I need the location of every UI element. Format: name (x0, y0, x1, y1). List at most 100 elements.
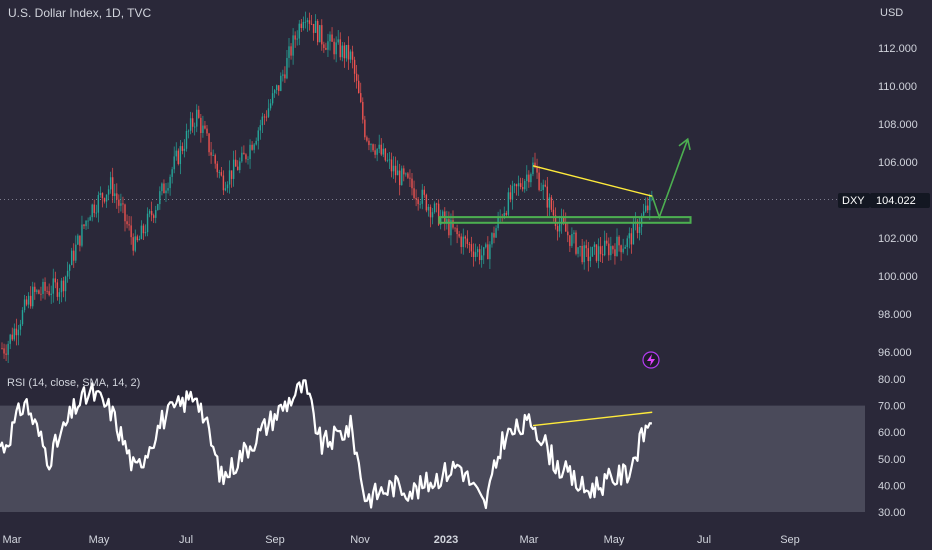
rsi-tick-label: 50.00 (878, 454, 906, 466)
price-tick-label: 110.000 (878, 81, 917, 93)
candle-body (517, 183, 520, 187)
candle-body (38, 290, 40, 294)
candle-body (300, 23, 302, 29)
candle-body (58, 292, 61, 297)
candle-body (388, 159, 391, 161)
candle-body (27, 295, 30, 305)
candle-body (142, 225, 145, 234)
candle-body (278, 85, 280, 91)
projection-arrow[interactable] (651, 138, 689, 220)
candle-body (120, 203, 122, 206)
trendline-annotation[interactable] (532, 165, 653, 197)
candle-body (628, 233, 630, 239)
candle-body (68, 265, 71, 271)
candle-body (56, 282, 59, 297)
candle-body (21, 310, 24, 325)
candle-body (42, 281, 44, 294)
candle-body (401, 168, 403, 186)
candle-body (112, 177, 114, 196)
candle-body (189, 118, 192, 131)
candle-body (265, 116, 268, 118)
candle-body (370, 144, 372, 146)
support-zone-annotation[interactable] (438, 216, 692, 224)
candle-body (101, 193, 104, 199)
candle-body (462, 236, 464, 248)
rsi-line (0, 379, 653, 510)
candle-body (138, 238, 141, 241)
chart-title: U.S. Dollar Index, 1D, TVC (8, 6, 151, 20)
candle-body (548, 197, 551, 208)
candle-body (427, 206, 430, 211)
symbol-badge-bg (838, 193, 870, 208)
candle-body (530, 174, 532, 183)
candle-body (294, 35, 296, 40)
candle-body (337, 39, 339, 43)
candle-body (177, 150, 179, 165)
candle-body (421, 189, 423, 204)
candle-body (232, 159, 235, 179)
candle-body (130, 225, 132, 238)
candle-body (493, 233, 495, 238)
candle-body (546, 186, 548, 208)
candle-body (335, 42, 337, 55)
candle-body (524, 181, 526, 190)
time-tick-label: Mar (520, 534, 539, 546)
candle-body (214, 155, 216, 164)
candle-body (419, 203, 421, 205)
candle-body (522, 187, 524, 190)
candle-body (626, 238, 628, 247)
candle-body (433, 203, 436, 213)
candle-body (624, 246, 626, 249)
candle-body (591, 246, 594, 257)
candle-body (87, 220, 89, 222)
candle-body (173, 156, 175, 170)
candle-body (563, 217, 565, 223)
candle-body (126, 221, 128, 225)
candle-body (46, 290, 48, 292)
candle-body (116, 193, 118, 200)
candle-body (466, 238, 469, 244)
candle-body (247, 158, 249, 160)
candle-body (292, 35, 294, 56)
candle-body (341, 45, 343, 58)
candle-body (134, 236, 136, 251)
time-tick-label: Sep (265, 534, 285, 546)
candle-body (155, 210, 157, 218)
candle-body (34, 286, 36, 292)
candle-body (314, 20, 317, 33)
candle-body (66, 270, 69, 277)
candle-body (64, 276, 67, 292)
candle-body (437, 203, 440, 225)
candle-body (79, 235, 81, 246)
candle-body (632, 222, 635, 245)
candle-body (503, 213, 505, 218)
candle-body (191, 118, 194, 127)
candle-body (85, 220, 87, 227)
bolt-icon[interactable] (642, 351, 660, 369)
candle-body (253, 144, 255, 150)
candle-body (15, 328, 18, 336)
candle-body (32, 286, 34, 307)
trendline-annotation[interactable] (532, 411, 653, 427)
candle-body (569, 235, 571, 246)
candle-body (187, 130, 190, 132)
time-tick-label: Jul (697, 534, 711, 546)
candle-body (323, 44, 325, 48)
candle-body (282, 74, 284, 76)
candle-body (374, 150, 376, 155)
candle-body (48, 291, 50, 296)
candle-body (286, 57, 288, 79)
candle-body (93, 204, 95, 213)
candle-body (544, 184, 546, 187)
candle-body (257, 130, 259, 141)
candle-body (210, 152, 212, 156)
candle-body (153, 215, 155, 218)
candle-body (532, 162, 534, 175)
candle-body (468, 243, 471, 245)
candle-body (647, 205, 649, 211)
rsi-tick-label: 80.00 (878, 374, 906, 386)
candle-body (597, 246, 600, 261)
candle-body (481, 255, 483, 261)
candle-body (554, 215, 557, 227)
